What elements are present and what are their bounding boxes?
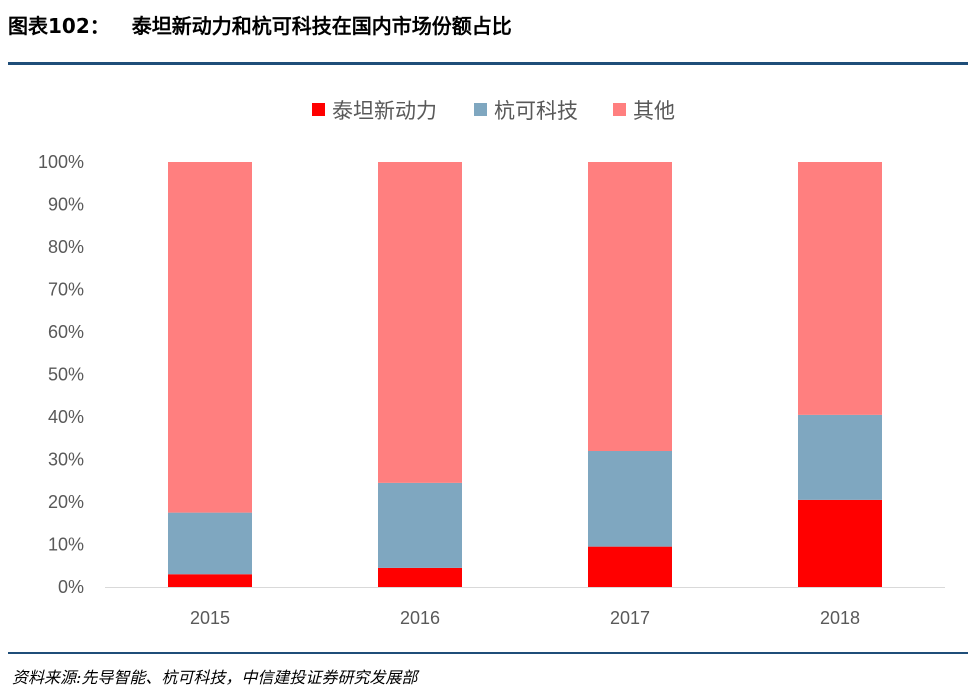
legend-label: 杭可科技 (494, 99, 578, 123)
legend-swatch (474, 103, 487, 116)
legend: 泰坦新动力 杭可科技 其他 (312, 99, 675, 123)
bar-segment (588, 451, 672, 547)
bars (168, 162, 882, 587)
x-axis: 2015 2016 2017 2018 (190, 608, 860, 628)
bar-segment (168, 512, 252, 575)
y-tick-label: 60% (48, 322, 84, 342)
bar-segment (378, 162, 462, 483)
bar-segment (588, 162, 672, 451)
y-tick-label: 80% (48, 237, 84, 257)
legend-swatch (312, 103, 325, 116)
bar-segment (798, 499, 882, 587)
bar-segment (378, 567, 462, 587)
y-tick-label: 50% (48, 365, 84, 385)
y-tick-label: 100% (38, 152, 84, 172)
figure-title: 泰坦新动力和杭可科技在国内市场份额占比 (131, 14, 512, 38)
x-tick-label: 2016 (400, 608, 440, 628)
y-tick-label: 90% (48, 195, 84, 215)
y-tick-label: 0% (58, 577, 84, 597)
y-tick-label: 20% (48, 492, 84, 512)
legend-label: 其他 (633, 99, 675, 123)
x-tick-label: 2017 (610, 608, 650, 628)
x-tick-label: 2018 (820, 608, 860, 628)
figure-number: 图表102： (8, 14, 110, 38)
top-divider (8, 62, 968, 65)
y-tick-label: 10% (48, 535, 84, 555)
source-note: 资料来源:先导智能、杭可科技，中信建投证券研究发展部 (12, 668, 418, 687)
y-axis: 0% 10% 20% 30% 40% 50% 60% 70% 80% 90% 100% (38, 152, 945, 597)
bar-segment (378, 482, 462, 568)
bar-segment (798, 162, 882, 415)
bar-segment (168, 162, 252, 513)
y-tick-label: 70% (48, 280, 84, 300)
y-tick-label: 30% (48, 450, 84, 470)
bar-segment (168, 574, 252, 587)
chart-title: 图表102： 泰坦新动力和杭可科技在国内市场份额占比 (8, 10, 512, 39)
x-tick-label: 2015 (190, 608, 230, 628)
bottom-divider (8, 652, 968, 654)
bar-segment (798, 414, 882, 500)
y-tick-label: 40% (48, 407, 84, 427)
legend-swatch (613, 103, 626, 116)
bar-segment (588, 546, 672, 587)
legend-label: 泰坦新动力 (332, 99, 437, 123)
